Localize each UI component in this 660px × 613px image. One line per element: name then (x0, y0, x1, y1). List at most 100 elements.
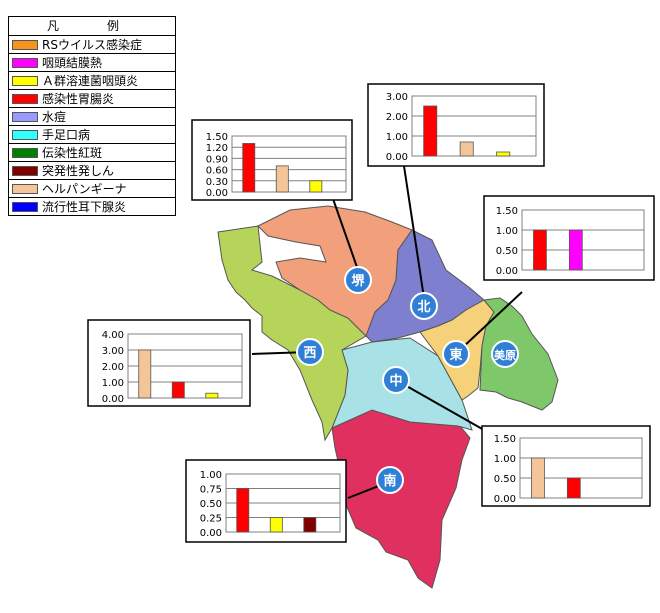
chart-panel: 1.00 0.75 0.50 0.25 0.00 (185, 459, 347, 543)
legend-label: 手足口病 (42, 128, 91, 142)
bar (275, 165, 289, 193)
legend-swatch (12, 57, 38, 68)
y-tick-label: 0.50 (496, 246, 518, 257)
legend-item: 突発性発しん (9, 162, 175, 180)
district-badge[interactable]: 北 (410, 292, 438, 320)
chart-panel: 1.501.200.900.600.300.00 (191, 119, 353, 201)
legend-label: 感染性胃腸炎 (42, 92, 115, 106)
legend-swatch (12, 93, 38, 104)
district-label: 西 (303, 346, 316, 361)
district-badge[interactable]: 南 (376, 466, 404, 494)
y-tick-label: 1.50 (206, 132, 228, 143)
district-label: 堺 (351, 273, 365, 289)
y-tick-label: 1.00 (102, 378, 124, 389)
y-tick-label: 0.00 (206, 188, 228, 199)
y-tick-label: 0.00 (102, 394, 124, 405)
legend-swatch (12, 147, 38, 158)
legend-item: 咽頭結膜熱 (9, 54, 175, 72)
district-badge[interactable]: 中 (382, 366, 410, 394)
legend-item: Ａ群溶連菌咽頭炎 (9, 72, 175, 90)
y-tick-label: 1.00 (386, 132, 408, 143)
bar (423, 105, 438, 157)
legend-swatch (12, 165, 38, 176)
legend-rows: RSウイルス感染症咽頭結膜熱 Ａ群溶連菌咽頭炎感染性胃腸炎 水痘手足口病伝染性紅斑突… (9, 36, 175, 215)
chart-panel: 3.00 2.00 1.00 0.00 (367, 83, 545, 167)
y-tick-label: 0.75 (200, 485, 222, 496)
y-tick-label: 3.00 (102, 346, 124, 357)
district-label: 美原 (494, 348, 516, 362)
y-tick-label: 2.00 (386, 112, 408, 123)
y-tick-label: 0.00 (496, 266, 518, 277)
district-label: 南 (383, 473, 396, 489)
bar (303, 517, 317, 533)
chart-panels: 1.501.200.900.600.300.00 3.00 2.00 1.00 0.00… (87, 83, 655, 543)
legend-label: 伝染性紅斑 (42, 146, 103, 160)
bar (138, 349, 152, 399)
district-badge[interactable]: 美原 (491, 340, 519, 368)
legend-label: RSウイルス感染症 (42, 38, 142, 52)
badge-circle (442, 340, 470, 368)
legend-item: RSウイルス感染症 (9, 36, 175, 54)
y-tick-label: 0.50 (200, 499, 222, 510)
bar (568, 229, 583, 271)
legend-label: 突発性発しん (42, 164, 115, 178)
legend-item: 流行性耳下腺炎 (9, 198, 175, 215)
y-tick-label: 1.00 (494, 454, 516, 465)
y-tick-label: 0.00 (494, 494, 516, 505)
y-tick-label: 0.25 (200, 514, 222, 525)
badge-circle (296, 338, 324, 366)
legend-swatch (12, 201, 38, 212)
legend-swatch (12, 183, 38, 194)
bar (459, 141, 474, 157)
bar (171, 381, 185, 399)
bar (531, 457, 545, 499)
legend-title: 凡 例 (9, 17, 175, 36)
district-badges: 堺北東 美原 西中南 (296, 266, 519, 494)
legend-label: ヘルパンギーナ (42, 182, 127, 196)
legend-item: 感染性胃腸炎 (9, 90, 175, 108)
legend-swatch (12, 111, 38, 122)
district-nishi-region[interactable] (217, 225, 367, 442)
district-badge[interactable]: 東 (442, 340, 470, 368)
legend-item: ヘルパンギーナ (9, 180, 175, 198)
y-tick-label: 0.00 (200, 528, 222, 539)
district-label: 東 (449, 347, 462, 363)
district-minami-region[interactable] (331, 409, 471, 589)
legend-swatch (12, 75, 38, 86)
legend-item: 水痘 (9, 108, 175, 126)
bar (236, 488, 250, 533)
legend-label: 水痘 (42, 110, 67, 124)
district-badge[interactable]: 堺 (344, 266, 372, 294)
y-tick-label: 4.00 (102, 330, 124, 341)
legend-item: 伝染性紅斑 (9, 144, 175, 162)
y-tick-label: 3.00 (386, 92, 408, 103)
legend: 凡 例 RSウイルス感染症咽頭結膜熱 Ａ群溶連菌咽頭炎感染性胃腸炎 水痘手足口病伝染… (8, 16, 176, 216)
chart-panel: 4.00 3.00 2.00 1.00 0.00 (87, 319, 251, 407)
bar (496, 151, 511, 157)
y-tick-label: 0.30 (206, 177, 228, 188)
district-label: 中 (389, 373, 402, 389)
legend-swatch (12, 39, 38, 50)
y-tick-label: 1.50 (494, 434, 516, 445)
badge-circle (376, 466, 404, 494)
bar (242, 143, 256, 193)
y-tick-label: 1.00 (496, 226, 518, 237)
district-badge[interactable]: 西 (296, 338, 324, 366)
badge-circle (410, 292, 438, 320)
y-tick-label: 2.00 (102, 362, 124, 373)
badge-circle (344, 266, 372, 294)
y-tick-label: 0.90 (206, 154, 228, 165)
y-tick-label: 1.50 (496, 206, 518, 217)
district-label: 北 (417, 300, 430, 315)
bar (269, 517, 283, 533)
bar (566, 477, 581, 499)
y-tick-label: 0.50 (494, 474, 516, 485)
bar (533, 229, 547, 271)
legend-item: 手足口病 (9, 126, 175, 144)
district-sakai-region[interactable] (257, 205, 413, 337)
badge-circle (382, 366, 410, 394)
bar (309, 180, 323, 193)
badge-circle (491, 340, 519, 368)
y-tick-label: 1.00 (200, 470, 222, 481)
y-tick-label: 0.00 (386, 152, 408, 163)
